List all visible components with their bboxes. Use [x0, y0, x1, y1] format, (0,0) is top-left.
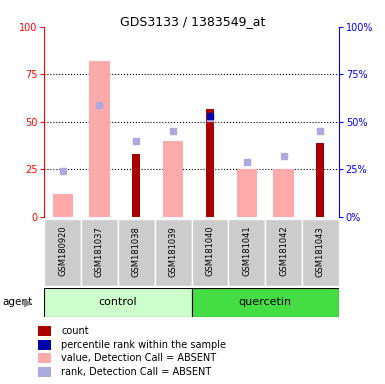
- FancyBboxPatch shape: [81, 219, 118, 286]
- Bar: [237, 169, 257, 217]
- Text: agent: agent: [2, 297, 32, 308]
- Bar: [38, 340, 51, 350]
- Bar: [206, 109, 214, 217]
- Text: quercetin: quercetin: [239, 297, 292, 308]
- Text: GSM181042: GSM181042: [279, 226, 288, 276]
- Bar: [132, 154, 141, 217]
- FancyBboxPatch shape: [192, 219, 228, 286]
- Text: count: count: [61, 326, 89, 336]
- Text: GSM181043: GSM181043: [316, 226, 325, 276]
- Bar: [89, 61, 110, 217]
- FancyBboxPatch shape: [118, 219, 155, 286]
- Text: GSM181040: GSM181040: [206, 226, 214, 276]
- Bar: [38, 353, 51, 363]
- Bar: [53, 194, 73, 217]
- Text: GSM180920: GSM180920: [58, 226, 67, 276]
- Bar: [273, 169, 294, 217]
- Text: GSM181037: GSM181037: [95, 226, 104, 276]
- Text: ▶: ▶: [23, 297, 32, 308]
- Text: control: control: [99, 297, 137, 308]
- Text: GDS3133 / 1383549_at: GDS3133 / 1383549_at: [120, 15, 265, 28]
- Bar: [316, 143, 325, 217]
- FancyBboxPatch shape: [44, 288, 192, 317]
- Text: rank, Detection Call = ABSENT: rank, Detection Call = ABSENT: [61, 367, 211, 377]
- FancyBboxPatch shape: [265, 219, 302, 286]
- FancyBboxPatch shape: [192, 288, 339, 317]
- Bar: [163, 141, 183, 217]
- Text: GSM181041: GSM181041: [242, 226, 251, 276]
- Text: percentile rank within the sample: percentile rank within the sample: [61, 340, 226, 350]
- Text: value, Detection Call = ABSENT: value, Detection Call = ABSENT: [61, 353, 216, 363]
- FancyBboxPatch shape: [155, 219, 192, 286]
- FancyBboxPatch shape: [302, 219, 339, 286]
- Text: GSM181039: GSM181039: [169, 226, 177, 276]
- Text: GSM181038: GSM181038: [132, 226, 141, 276]
- Bar: [38, 367, 51, 377]
- FancyBboxPatch shape: [228, 219, 265, 286]
- Bar: [38, 326, 51, 336]
- FancyBboxPatch shape: [44, 219, 81, 286]
